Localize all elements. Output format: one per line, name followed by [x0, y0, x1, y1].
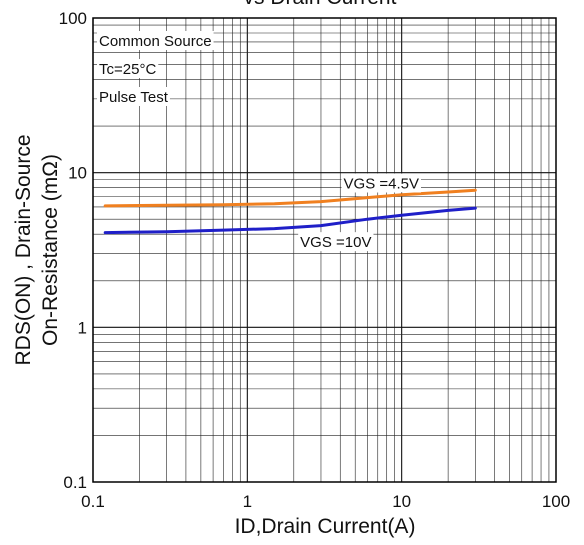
- annotation-bg: [97, 59, 159, 78]
- x-tick-label: 0.1: [81, 492, 105, 511]
- x-tick-label: 100: [542, 492, 570, 511]
- series-line-2: [103, 206, 477, 235]
- x-axis-title: ID,Drain Current(A): [235, 515, 416, 538]
- y-axis-title-line: On-Resistance (mΩ): [39, 154, 62, 346]
- y-tick-label: 1: [78, 318, 87, 337]
- tick-labels: 0.1 1 10 100 0.1 1 10 100: [59, 9, 571, 511]
- y-tick-label: 0.1: [63, 473, 87, 492]
- series-label-bg: [341, 173, 421, 193]
- annotation-text: Pulse Test: [99, 89, 169, 106]
- y-axis-title: RDS(ON) , Drain-Source On-Resistance (mΩ): [12, 134, 62, 365]
- y-axis-title-line: RDS(ON) , Drain-Source: [12, 134, 35, 365]
- annotation-bg: [97, 31, 214, 50]
- series-group: [103, 188, 477, 235]
- y-tick-label: 100: [59, 9, 87, 28]
- series-labels: VGS =4.5V VGS =10V: [298, 173, 421, 252]
- x-tick-label: 1: [243, 492, 252, 511]
- annotations: Common Source Tc=25°C Pulse Test: [97, 31, 214, 106]
- series-line-1: [103, 188, 477, 208]
- plot-frame: [92, 17, 557, 483]
- chart-title: vs Drain Current: [244, 0, 397, 9]
- annotation-text: Tc=25°C: [99, 61, 156, 78]
- x-tick-label: 10: [392, 492, 411, 511]
- y-tick-label: 10: [68, 164, 87, 183]
- series-label-bg: [298, 232, 374, 252]
- series-label-1: VGS =4.5V: [344, 176, 419, 193]
- series-label-2: VGS =10V: [300, 234, 371, 251]
- annotation-bg: [97, 87, 170, 106]
- annotation-text: Common Source: [99, 33, 212, 50]
